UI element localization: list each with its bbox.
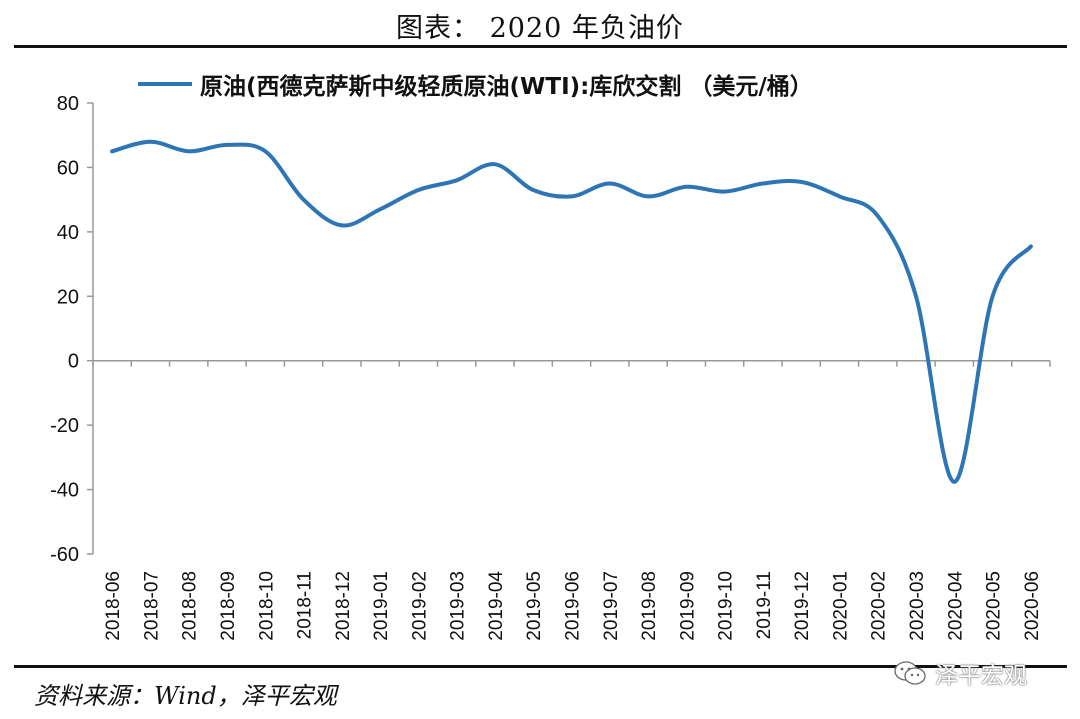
- x-tick-label: 2018-09: [218, 571, 239, 641]
- y-tick-label: 20: [57, 286, 79, 308]
- x-tick-label: 2019-09: [677, 571, 698, 641]
- x-tick-label: 2018-12: [333, 571, 354, 641]
- x-tick-label: 2019-02: [409, 571, 430, 641]
- x-tick-label: 2020-05: [984, 571, 1005, 641]
- source-note: 资料来源：Wind，泽平宏观: [34, 682, 337, 710]
- y-tick-label: -20: [50, 415, 79, 437]
- x-tick-label: 2018-07: [141, 571, 162, 641]
- y-tick-label: -60: [50, 544, 79, 566]
- x-tick-label: 2018-08: [180, 571, 201, 641]
- x-tick-label: 2019-12: [792, 571, 813, 641]
- legend: 原油(西德克萨斯中级轻质原油(WTI):库欣交割 （美元/桶）: [138, 66, 813, 102]
- chart-title: 图表： 2020 年负油价: [396, 13, 684, 44]
- y-tick-label: 40: [57, 222, 79, 244]
- x-tick-label: 2018-10: [256, 571, 277, 641]
- x-tick-label: 2019-06: [563, 571, 584, 641]
- x-tick-label: 2020-02: [869, 571, 890, 641]
- x-tick-label: 2020-04: [945, 571, 966, 641]
- x-tick-label: 2019-08: [639, 571, 660, 641]
- x-tick-label: 2019-05: [524, 571, 545, 641]
- series-line-wti: [110, 139, 1033, 484]
- x-tick-label: 2018-06: [103, 571, 124, 641]
- y-tick-label: 80: [57, 93, 79, 115]
- x-tick-label: 2019-04: [486, 571, 507, 641]
- x-tick-label: 2019-11: [754, 571, 775, 639]
- watermark: 泽平宏观: [893, 656, 1027, 690]
- top-rule: [14, 45, 1067, 48]
- x-tick-label: 2019-01: [371, 571, 392, 641]
- x-tick-label: 2019-07: [601, 571, 622, 641]
- y-tick-label: -40: [50, 480, 79, 502]
- x-tick-label: 2019-03: [448, 571, 469, 641]
- bottom-rule: [14, 665, 1067, 668]
- x-tick-label: 2019-10: [716, 571, 737, 641]
- x-tick-label: 2020-06: [1022, 571, 1043, 641]
- watermark-text: 泽平宏观: [935, 663, 1027, 689]
- x-tick-label: 2018-11: [295, 571, 316, 639]
- legend-label: 原油(西德克萨斯中级轻质原油(WTI):库欣交割 （美元/桶）: [200, 74, 813, 100]
- wechat-icon: [894, 661, 926, 685]
- y-tick-label: 0: [68, 351, 79, 373]
- legend-line-swatch: [138, 82, 192, 86]
- x-tick-label: 2020-03: [907, 571, 928, 641]
- y-tick-label: 60: [57, 157, 79, 179]
- x-tick-label: 2020-01: [830, 571, 851, 641]
